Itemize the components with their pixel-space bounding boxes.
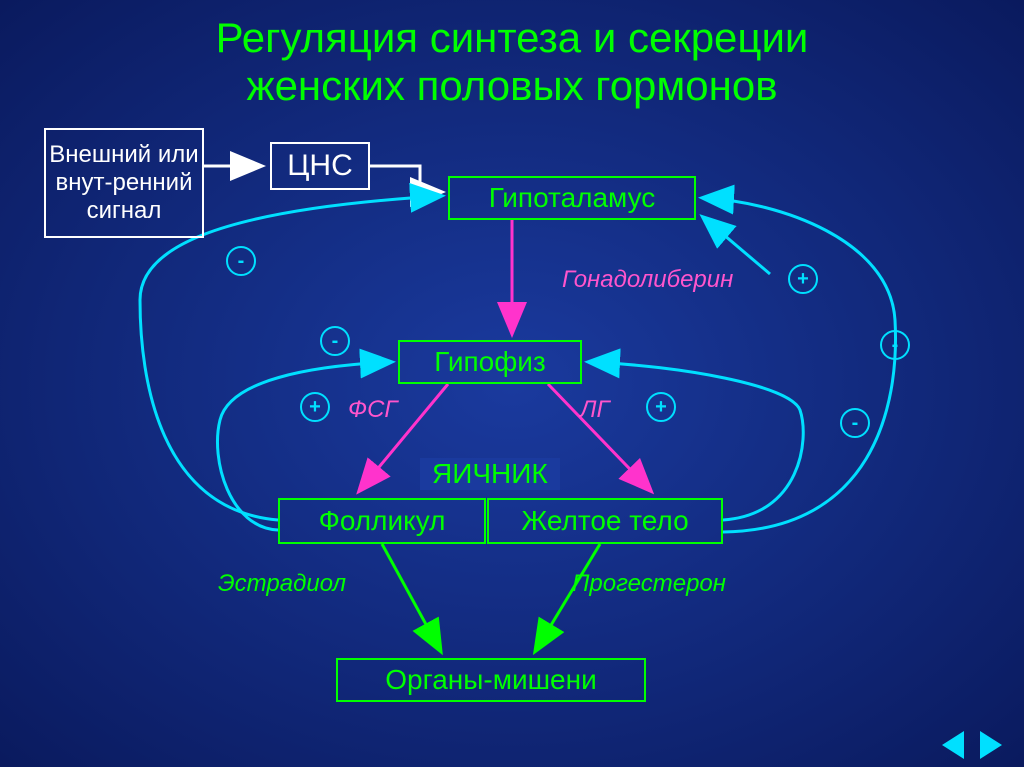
pituitary-box: Гипофиз: [398, 340, 582, 384]
hypothalamus-box: Гипоталамус: [448, 176, 696, 220]
page-title: Регуляция синтеза и секреции женских пол…: [0, 0, 1024, 111]
green-arrow: [382, 544, 440, 650]
plus-circle: +: [300, 392, 330, 422]
signal-label: Внешний или внут-ренний сигнал: [46, 141, 202, 225]
corpus-luteum-box: Желтое тело: [487, 498, 723, 544]
cyan-arrow: [704, 198, 896, 532]
minus-circle: -: [880, 330, 910, 360]
pituitary-label: Гипофиз: [434, 346, 545, 378]
lh-label: ЛГ: [580, 396, 610, 424]
plus-circle: +: [788, 264, 818, 294]
estradiol-label: Эстрадиол: [218, 570, 346, 598]
cyan-arrow: [140, 196, 440, 520]
title-line2: женских половых гормонов: [246, 62, 777, 109]
signal-box: Внешний или внут-ренний сигнал: [44, 128, 204, 238]
cns-label: ЦНС: [287, 149, 353, 183]
plus-circle: +: [646, 392, 676, 422]
gonadoliberin-label: Гонадолиберин: [562, 266, 733, 294]
minus-circle: -: [320, 326, 350, 356]
white-arrow: [370, 166, 440, 192]
ovary-label: ЯИЧНИК: [420, 458, 560, 490]
title-line1: Регуляция синтеза и секреции: [216, 14, 809, 61]
minus-circle: -: [840, 408, 870, 438]
cyan-arrow: [590, 362, 803, 520]
hypothalamus-label: Гипоталамус: [489, 182, 656, 214]
corpus-label: Желтое тело: [521, 505, 688, 537]
fsh-label: ФСГ: [348, 396, 397, 424]
follicle-label: Фолликул: [319, 505, 446, 537]
minus-circle: -: [226, 246, 256, 276]
follicle-box: Фолликул: [278, 498, 486, 544]
next-button[interactable]: [980, 731, 1002, 759]
targets-box: Органы-мишени: [336, 658, 646, 702]
progesterone-label: Прогестерон: [572, 570, 726, 598]
cns-box: ЦНС: [270, 142, 370, 190]
targets-label: Органы-мишени: [385, 664, 596, 696]
prev-button[interactable]: [942, 731, 964, 759]
